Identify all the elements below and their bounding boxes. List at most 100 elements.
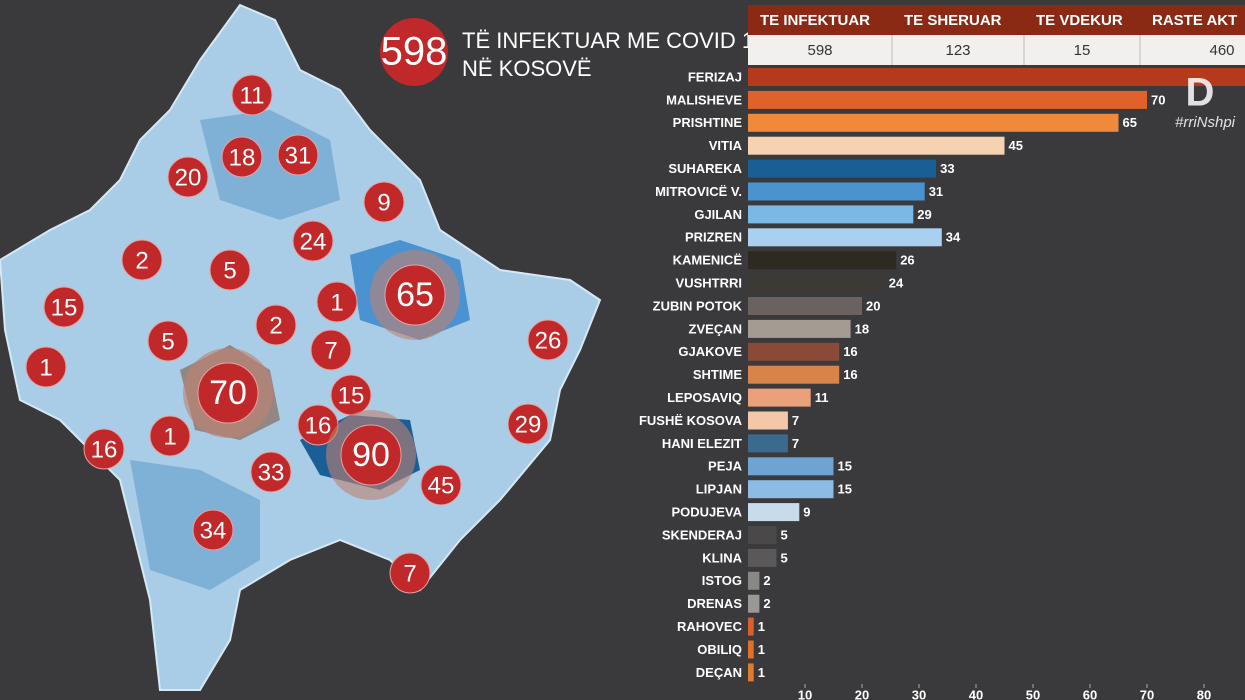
bar	[748, 365, 840, 384]
bubble	[83, 428, 125, 470]
table-header: TE SHERUAR	[904, 12, 1002, 29]
value-label: 9	[803, 505, 810, 520]
bar	[748, 297, 862, 315]
category-label: PODUJEVA	[671, 505, 742, 520]
value-label: 7	[792, 413, 799, 428]
value-label: 45	[1009, 138, 1023, 153]
table-header: TE VDEKUR	[1036, 12, 1123, 29]
category-label: KLINA	[702, 550, 742, 565]
bubble-label: 31	[285, 142, 312, 169]
bubble	[277, 134, 319, 176]
bar	[748, 663, 754, 682]
logo: D	[1186, 71, 1215, 115]
x-tick-label: 70	[1140, 687, 1154, 700]
bubble	[316, 281, 358, 323]
bubble	[310, 329, 352, 371]
category-label: KAMENICË	[673, 253, 743, 268]
bar	[748, 319, 851, 338]
category-label: PRIZREN	[685, 230, 742, 245]
category-label: SKENDERAJ	[662, 527, 742, 542]
category-label: DRENAS	[687, 596, 742, 611]
x-tick-label: 30	[912, 687, 926, 700]
value-label: 18	[855, 321, 869, 336]
bar	[748, 251, 897, 270]
value-label: 2	[763, 596, 770, 611]
bubble-label: 29	[515, 411, 542, 438]
bar	[748, 68, 1245, 86]
bar	[748, 548, 777, 567]
table-header: RASTE AKT	[1152, 12, 1237, 29]
value-label: 15	[838, 482, 852, 497]
category-label: VITIA	[709, 138, 743, 153]
value-label: 2	[763, 573, 770, 588]
total-badge	[380, 18, 448, 86]
bubble-label: 16	[305, 412, 332, 439]
bubble	[221, 136, 263, 178]
bar	[748, 571, 760, 590]
bar-chart: 102030405060708090FERIZAJMALISHEVE70PRIS…	[639, 68, 1245, 700]
bubble-label: 1	[163, 423, 176, 450]
bar	[748, 205, 914, 224]
bubble	[389, 552, 431, 594]
bubble-label: 9	[377, 189, 390, 216]
category-label: MALISHEVE	[666, 92, 742, 107]
category-label: ZVEÇAN	[689, 321, 742, 336]
x-tick-label: 80	[1197, 687, 1211, 700]
table-value: 460	[1209, 42, 1234, 59]
bar	[748, 342, 840, 361]
x-tick-label: 20	[855, 687, 869, 700]
value-label: 7	[792, 436, 799, 451]
bubble-label: 15	[338, 382, 365, 409]
value-label: 65	[1123, 115, 1137, 130]
bubble-label: 65	[396, 276, 434, 314]
value-label: 24	[889, 276, 904, 291]
category-label: SHTIME	[693, 367, 742, 382]
headline: TË INFEKTUAR ME COVID 19	[462, 28, 766, 53]
value-label: 26	[900, 253, 914, 268]
bubble-label: 7	[403, 560, 416, 587]
bubble	[340, 424, 402, 486]
category-label: PEJA	[708, 459, 743, 474]
value-label: 11	[815, 390, 829, 405]
value-label: 29	[917, 207, 931, 222]
bubble-label: 1	[39, 354, 52, 381]
bar	[748, 480, 834, 499]
bubble-label: 20	[175, 164, 202, 191]
category-label: FERIZAJ	[688, 69, 742, 84]
stats-table: TE INFEKTUAR 598 TE SHERUAR 123 TE VDEKUR 15 R…	[760, 12, 1237, 65]
category-label: HANI ELEZIT	[662, 436, 742, 451]
value-label: 16	[843, 344, 857, 359]
bubble-label: 1	[330, 289, 343, 316]
total-number: 598	[381, 30, 448, 74]
value-label: 1	[758, 619, 765, 634]
bar	[748, 136, 1005, 155]
bubble-label: 7	[324, 337, 337, 364]
category-label: GJAKOVE	[678, 344, 742, 359]
bar	[748, 594, 760, 613]
bar	[748, 113, 1119, 132]
bar	[748, 228, 942, 247]
value-label: 5	[781, 550, 788, 565]
category-label: FUSHË KOSOVA	[639, 413, 743, 428]
bar	[748, 274, 885, 293]
bubble	[149, 415, 191, 457]
logo-tag: #rriNshpi	[1175, 114, 1236, 131]
bubble	[250, 451, 292, 493]
category-label: DEÇAN	[696, 665, 742, 680]
bubble	[231, 74, 273, 116]
bar	[748, 526, 777, 544]
bubble-label: 18	[229, 144, 256, 171]
table-value: 123	[945, 42, 970, 59]
bubble	[255, 304, 297, 346]
bar	[748, 617, 754, 636]
bubble-label: 2	[135, 247, 148, 274]
x-tick-label: 10	[798, 687, 812, 700]
bubble-label: 33	[258, 459, 285, 486]
bubble-label: 11	[240, 82, 265, 109]
bubble	[147, 320, 189, 362]
bubble-label: 5	[223, 257, 236, 284]
bubble	[121, 239, 163, 281]
